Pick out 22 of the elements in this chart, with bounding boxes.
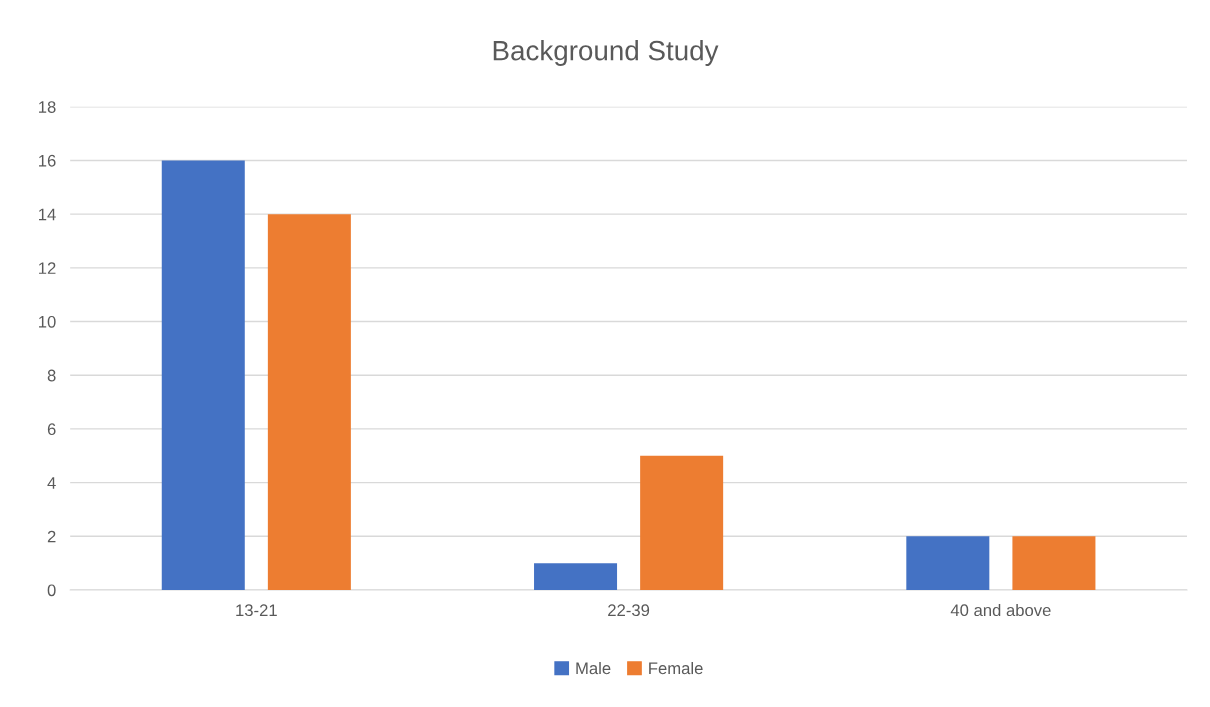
- y-tick-label: 4: [47, 477, 56, 489]
- y-tick-label: 6: [47, 423, 56, 436]
- y-tick-label: 12: [39, 262, 56, 274]
- bar: [534, 563, 618, 590]
- legend-label: Male: [576, 661, 611, 675]
- bar: [640, 455, 724, 590]
- chart-title: Background Study: [493, 40, 719, 66]
- x-tick-label: 13-21: [236, 604, 277, 617]
- legend-label: Female: [649, 661, 703, 675]
- y-tick-label: 14: [39, 208, 56, 221]
- y-tick-label: 0: [47, 584, 56, 597]
- bar: [906, 536, 990, 590]
- x-tick-label: 40 and above: [950, 603, 1051, 617]
- y-tick-label: 16: [39, 154, 56, 167]
- x-tick-label: 22-39: [608, 604, 650, 617]
- y-tick-label: 2: [47, 530, 56, 543]
- y-tick-label: 10: [39, 315, 56, 328]
- bar: [267, 214, 351, 590]
- bar: [1012, 536, 1096, 590]
- y-tick-label: 18: [39, 101, 56, 113]
- bar: [161, 160, 245, 590]
- y-tick-label: 8: [47, 369, 56, 382]
